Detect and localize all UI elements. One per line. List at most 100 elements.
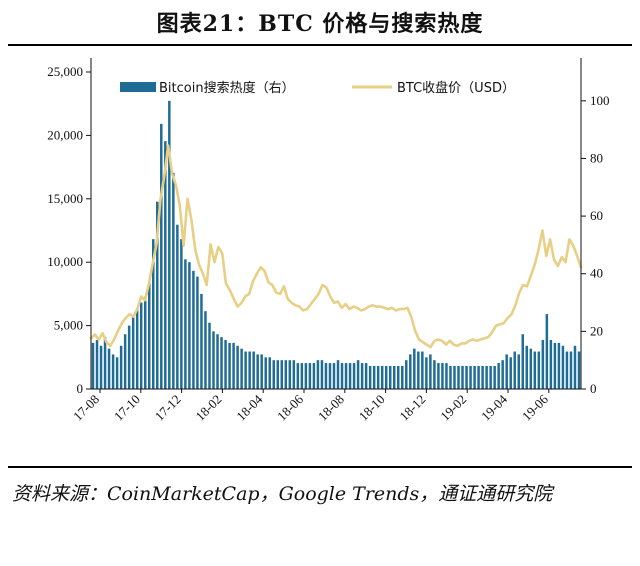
search-interest-bar: [485, 365, 488, 389]
search-interest-bar: [577, 351, 581, 389]
search-interest-bar: [352, 363, 356, 389]
search-interest-bar: [549, 340, 553, 389]
search-interest-bar: [388, 365, 392, 389]
search-interest-bar: [256, 354, 259, 389]
btc-price-point: [460, 342, 462, 344]
btc-price-point: [291, 302, 293, 304]
search-interest-bar: [160, 123, 163, 389]
btc-price-point: [298, 306, 300, 308]
x-tick-label: 18-02: [192, 392, 224, 424]
left-axis-ticks: 0 5,000 10,000 15,000 20,000 25,000: [47, 64, 91, 396]
right-tick-label: 40: [590, 266, 603, 281]
btc-price-point: [476, 340, 478, 342]
x-tick-label: 18-04: [233, 391, 265, 423]
search-interest-bar: [99, 345, 103, 389]
search-interest-bar: [139, 302, 143, 389]
btc-price-point: [456, 345, 459, 347]
btc-price-point: [221, 252, 223, 254]
btc-price-point: [514, 304, 517, 306]
search-interest-bar: [212, 331, 215, 389]
search-interest-bar: [501, 360, 504, 389]
right-tick-label: 60: [590, 208, 603, 223]
right-tick-label: 80: [590, 150, 603, 165]
search-interest-bar: [336, 360, 340, 389]
search-interest-bar: [425, 357, 428, 389]
search-interest-bar: [433, 360, 436, 389]
search-interest-bar: [208, 322, 211, 389]
search-interest-bar: [300, 363, 304, 389]
search-interest-bar: [164, 141, 167, 389]
x-tick-label: 19-06: [519, 391, 551, 423]
search-interest-bar: [505, 354, 508, 389]
btc-price-point: [468, 340, 470, 342]
search-interest-bar: [220, 337, 223, 389]
btc-price-point: [352, 306, 354, 308]
btc-price-point: [136, 308, 138, 310]
search-interest-bar: [248, 351, 251, 389]
search-interest-bar: [533, 351, 537, 389]
search-interest-bar: [497, 363, 500, 389]
btc-price-point: [109, 345, 111, 347]
search-interest-bar: [168, 100, 171, 389]
chart-area: 0 5,000 10,000 15,000 20,000 25,000 0 20 40 60 80…: [47, 58, 610, 424]
btc-price-point: [125, 317, 127, 319]
figure-title: 图表21：BTC 价格与搜索热度: [156, 11, 484, 37]
search-interest-bar: [280, 360, 284, 389]
search-interest-bar: [517, 354, 520, 389]
btc-price-point: [94, 333, 96, 336]
btc-price-point: [549, 238, 551, 240]
btc-price-point: [372, 304, 374, 306]
btc-price-point: [325, 287, 327, 289]
btc-price-point: [132, 316, 134, 318]
search-interest-bar: [123, 334, 127, 389]
btc-price-point: [198, 264, 200, 266]
btc-price-point: [213, 261, 216, 263]
search-interest-bar: [417, 351, 420, 389]
btc-price-point: [252, 280, 254, 282]
search-interest-bar: [176, 224, 179, 389]
btc-price-point: [171, 172, 173, 174]
btc-price-point: [557, 265, 559, 267]
search-interest-bar: [131, 316, 135, 389]
btc-price-point: [217, 246, 219, 248]
btc-price-point: [244, 295, 246, 297]
search-interest-bar: [276, 360, 280, 389]
btc-price-point: [503, 322, 505, 324]
btc-price-point: [179, 204, 181, 206]
search-interest-bar: [537, 351, 541, 389]
btc-price-point: [321, 284, 324, 286]
price-line-layer: [89, 144, 583, 349]
search-interest-bar: [360, 363, 364, 389]
btc-price-point: [491, 331, 493, 333]
search-interest-bar: [180, 239, 183, 389]
axes: [90, 58, 582, 390]
btc-price-point: [190, 218, 192, 220]
btc-price-point: [541, 229, 544, 232]
btc-price-point: [526, 285, 528, 287]
btc-price-point: [98, 338, 100, 341]
title-divider: [8, 44, 632, 46]
search-interest-bar: [312, 363, 316, 389]
x-tick-label: 18-12: [396, 392, 428, 424]
search-interest-bar: [344, 363, 348, 389]
btc-price-point: [495, 325, 497, 327]
btc-price-point: [522, 284, 524, 286]
btc-price-point: [163, 175, 165, 177]
search-interest-bar: [172, 172, 175, 389]
search-interest-bar: [461, 365, 464, 389]
btc-price-point: [294, 304, 297, 306]
btc-price-point: [148, 283, 150, 285]
x-tick-label: 17-12: [152, 392, 184, 424]
search-interest-bar: [529, 348, 533, 389]
btc-price-point: [561, 256, 563, 258]
x-tick-label: 19-02: [437, 392, 469, 424]
search-interest-bar: [228, 342, 231, 389]
search-interest-bar: [127, 325, 131, 389]
source-note: 资料来源：CoinMarketCap，Google Trends，通证通研究院: [12, 483, 553, 505]
btc-price-point: [225, 283, 227, 285]
search-interest-bar: [553, 342, 557, 389]
btc-price-point: [175, 184, 177, 186]
btc-price-point: [545, 255, 547, 257]
btc-price-point: [186, 198, 189, 200]
search-interest-bar: [493, 365, 496, 389]
